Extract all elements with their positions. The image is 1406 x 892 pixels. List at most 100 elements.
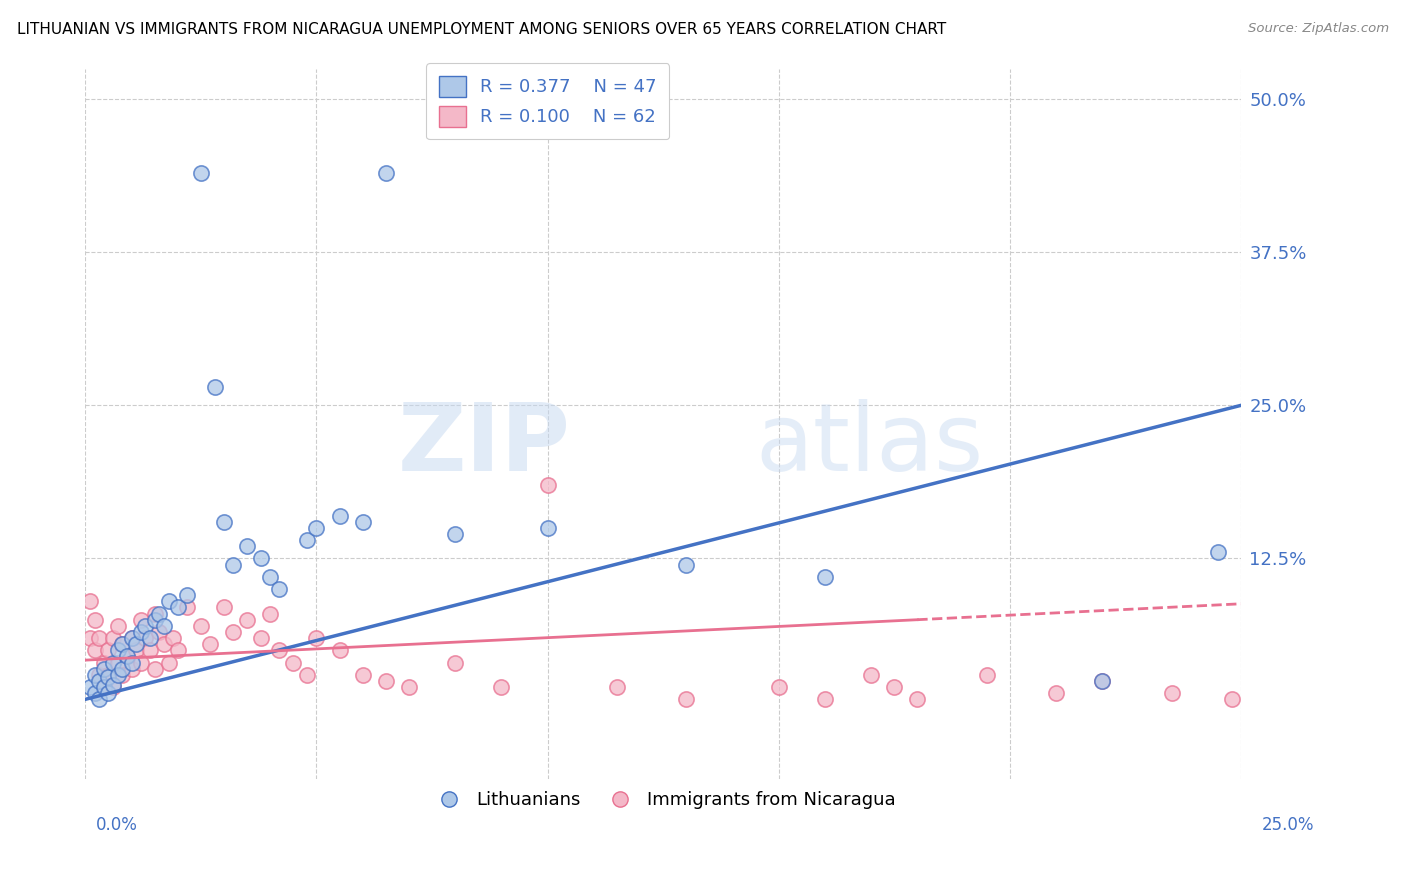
Point — [111, 662, 134, 676]
Point — [111, 637, 134, 651]
Point — [295, 533, 318, 547]
Point — [121, 631, 143, 645]
Point — [491, 680, 513, 694]
Point — [1091, 673, 1114, 688]
Point — [101, 680, 124, 694]
Point — [259, 570, 281, 584]
Point — [236, 613, 259, 627]
Point — [97, 670, 120, 684]
Point — [148, 624, 170, 639]
Point — [374, 166, 396, 180]
Point — [107, 643, 129, 657]
Point — [236, 539, 259, 553]
Point — [134, 619, 156, 633]
Point — [444, 656, 467, 670]
Point — [190, 166, 212, 180]
Text: atlas: atlas — [755, 399, 984, 491]
Point — [134, 631, 156, 645]
Point — [675, 558, 697, 572]
Point — [79, 680, 101, 694]
Point — [139, 643, 162, 657]
Point — [814, 570, 837, 584]
Point — [93, 680, 115, 694]
Point — [97, 668, 120, 682]
Point — [198, 637, 221, 651]
Point — [79, 594, 101, 608]
Point — [883, 680, 905, 694]
Point — [675, 692, 697, 706]
Point — [212, 600, 235, 615]
Point — [101, 631, 124, 645]
Point — [125, 643, 148, 657]
Point — [352, 668, 374, 682]
Point — [166, 600, 188, 615]
Point — [83, 613, 105, 627]
Point — [176, 600, 198, 615]
Point — [89, 631, 111, 645]
Text: Source: ZipAtlas.com: Source: ZipAtlas.com — [1249, 22, 1389, 36]
Point — [976, 668, 998, 682]
Point — [93, 656, 115, 670]
Point — [606, 680, 628, 694]
Point — [153, 637, 176, 651]
Text: 25.0%: 25.0% — [1263, 816, 1315, 834]
Point — [97, 643, 120, 657]
Legend: Lithuanians, Immigrants from Nicaragua: Lithuanians, Immigrants from Nicaragua — [423, 784, 903, 816]
Point — [536, 478, 558, 492]
Point — [374, 673, 396, 688]
Point — [101, 656, 124, 670]
Point — [93, 680, 115, 694]
Point — [269, 643, 291, 657]
Point — [79, 631, 101, 645]
Point — [107, 668, 129, 682]
Point — [305, 631, 328, 645]
Point — [129, 624, 152, 639]
Point — [328, 508, 350, 523]
Point — [212, 515, 235, 529]
Point — [768, 680, 790, 694]
Point — [1206, 545, 1229, 559]
Point — [157, 594, 180, 608]
Point — [305, 521, 328, 535]
Point — [444, 527, 467, 541]
Point — [115, 649, 138, 664]
Point — [536, 521, 558, 535]
Point — [352, 515, 374, 529]
Point — [89, 673, 111, 688]
Point — [250, 631, 273, 645]
Point — [222, 558, 245, 572]
Point — [1045, 686, 1067, 700]
Point — [125, 637, 148, 651]
Point — [107, 656, 129, 670]
Point — [129, 656, 152, 670]
Point — [283, 656, 305, 670]
Point — [89, 668, 111, 682]
Point — [328, 643, 350, 657]
Point — [115, 649, 138, 664]
Point — [83, 686, 105, 700]
Point — [121, 631, 143, 645]
Point — [83, 668, 105, 682]
Point — [814, 692, 837, 706]
Point — [143, 613, 166, 627]
Point — [176, 588, 198, 602]
Point — [143, 662, 166, 676]
Point — [121, 662, 143, 676]
Point — [157, 656, 180, 670]
Text: LITHUANIAN VS IMMIGRANTS FROM NICARAGUA UNEMPLOYMENT AMONG SENIORS OVER 65 YEARS: LITHUANIAN VS IMMIGRANTS FROM NICARAGUA … — [17, 22, 946, 37]
Point — [143, 607, 166, 621]
Point — [148, 607, 170, 621]
Point — [97, 686, 120, 700]
Point — [93, 662, 115, 676]
Point — [190, 619, 212, 633]
Point — [1091, 673, 1114, 688]
Point — [860, 668, 883, 682]
Point — [83, 643, 105, 657]
Point — [121, 656, 143, 670]
Point — [905, 692, 928, 706]
Text: ZIP: ZIP — [398, 399, 571, 491]
Point — [222, 624, 245, 639]
Point — [269, 582, 291, 596]
Point — [1160, 686, 1182, 700]
Point — [139, 631, 162, 645]
